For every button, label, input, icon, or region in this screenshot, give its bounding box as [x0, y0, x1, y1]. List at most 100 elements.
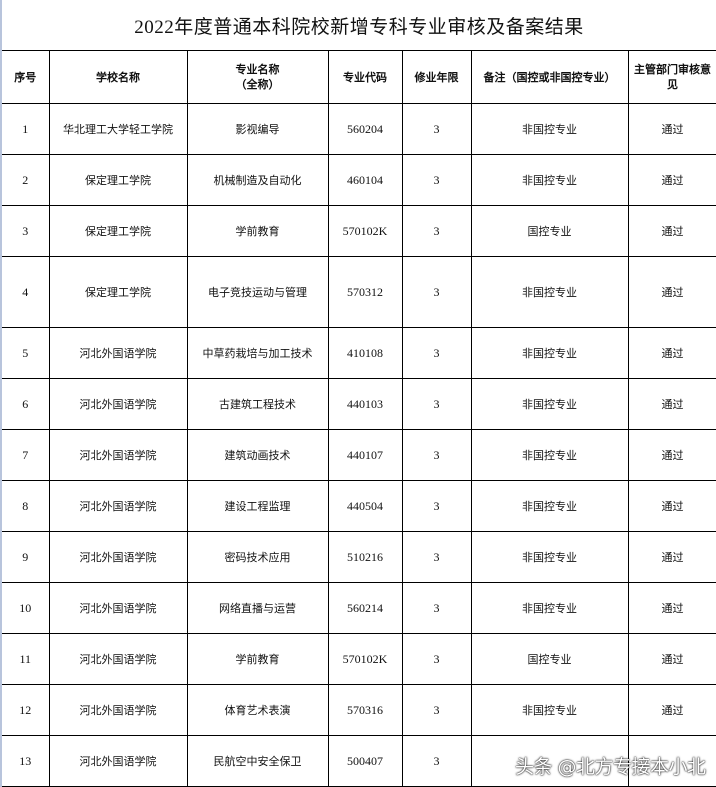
cell-years: 3: [401, 205, 472, 257]
cell-no: 1: [0, 103, 50, 155]
cell-no: 6: [0, 378, 50, 430]
cell-years: 3: [401, 378, 472, 430]
cell-opinion: 通过: [627, 378, 716, 430]
cell-years: 3: [401, 684, 472, 736]
table-row: 2 保定理工学院 机械制造及自动化 460104 3 非国控专业 通过: [0, 154, 716, 206]
cell-major: 古建筑工程技术: [186, 378, 329, 430]
cell-no: 7: [0, 429, 50, 481]
header-school: 学校名称: [48, 50, 188, 104]
cell-no: 8: [0, 480, 50, 532]
cell-major: 学前教育: [186, 205, 329, 257]
cell-no: 4: [0, 256, 50, 328]
cell-major: 中草药栽培与加工技术: [186, 327, 329, 379]
cell-remark: 非国控专业: [470, 531, 629, 583]
cell-years: 3: [401, 327, 472, 379]
table-row: 4 保定理工学院 电子竞技运动与管理 570312 3 非国控专业 通过: [0, 256, 716, 328]
cell-major: 密码技术应用: [186, 531, 329, 583]
table-row: 3 保定理工学院 学前教育 570102K 3 国控专业 通过: [0, 205, 716, 257]
cell-code: 440504: [327, 480, 403, 532]
cell-major: 机械制造及自动化: [186, 154, 329, 206]
cell-years: 3: [401, 480, 472, 532]
table-row: 6 河北外国语学院 古建筑工程技术 440103 3 非国控专业 通过: [0, 378, 716, 430]
page-title: 2022年度普通本科院校新增专科专业审核及备案结果: [0, 0, 716, 50]
watermark: 头条 @北方专接本小北: [515, 756, 706, 778]
cell-remark: 非国控专业: [470, 684, 629, 736]
cell-years: 3: [401, 531, 472, 583]
cell-code: 560204: [327, 103, 403, 155]
cell-school: 河北外国语学院: [48, 378, 188, 430]
cell-years: 3: [401, 633, 472, 685]
cell-school: 保定理工学院: [48, 154, 188, 206]
cell-school: 河北外国语学院: [48, 480, 188, 532]
cell-remark: 非国控专业: [470, 154, 629, 206]
cell-major: 影视编导: [186, 103, 329, 155]
header-row: 序号 学校名称 专业名称 （全称） 专业代码 修业年限 备注（国控或非国控专业）…: [0, 50, 716, 104]
cell-opinion: 通过: [627, 429, 716, 481]
table-row: 8 河北外国语学院 建设工程监理 440504 3 非国控专业 通过: [0, 480, 716, 532]
cell-school: 河北外国语学院: [48, 633, 188, 685]
cell-no: 3: [0, 205, 50, 257]
cell-school: 河北外国语学院: [48, 327, 188, 379]
header-years: 修业年限: [401, 50, 472, 104]
cell-code: 460104: [327, 154, 403, 206]
cell-remark: 非国控专业: [470, 103, 629, 155]
cell-code: 570102K: [327, 205, 403, 257]
cell-years: 3: [401, 429, 472, 481]
cell-code: 510216: [327, 531, 403, 583]
table-row: 1 华北理工大学轻工学院 影视编导 560204 3 非国控专业 通过: [0, 103, 716, 155]
cell-years: 3: [401, 154, 472, 206]
cell-remark: 非国控专业: [470, 256, 629, 328]
cell-years: 3: [401, 103, 472, 155]
cell-opinion: 通过: [627, 103, 716, 155]
header-code: 专业代码: [327, 50, 403, 104]
cell-opinion: 通过: [627, 582, 716, 634]
cell-no: 12: [0, 684, 50, 736]
cell-opinion: 通过: [627, 531, 716, 583]
cell-years: 3: [401, 256, 472, 328]
cell-opinion: 通过: [627, 633, 716, 685]
cell-code: 570102K: [327, 633, 403, 685]
cell-major: 学前教育: [186, 633, 329, 685]
table-row: 10 河北外国语学院 网络直播与运营 560214 3 非国控专业 通过: [0, 582, 716, 634]
header-no: 序号: [0, 50, 50, 104]
cell-remark: 国控专业: [470, 205, 629, 257]
cell-major: 网络直播与运营: [186, 582, 329, 634]
cell-remark: [470, 735, 629, 787]
cell-school: 河北外国语学院: [48, 582, 188, 634]
table-row: 7 河北外国语学院 建筑动画技术 440107 3 非国控专业 通过: [0, 429, 716, 481]
cell-major: 电子竞技运动与管理: [186, 256, 329, 328]
cell-opinion: [627, 735, 716, 787]
cell-no: 5: [0, 327, 50, 379]
cell-major: 建设工程监理: [186, 480, 329, 532]
cell-major: 建筑动画技术: [186, 429, 329, 481]
cell-code: 410108: [327, 327, 403, 379]
cell-no: 11: [0, 633, 50, 685]
table-row: 9 河北外国语学院 密码技术应用 510216 3 非国控专业 通过: [0, 531, 716, 583]
cell-major: 体育艺术表演: [186, 684, 329, 736]
table-row: 11 河北外国语学院 学前教育 570102K 3 国控专业 通过: [0, 633, 716, 685]
cell-remark: 国控专业: [470, 633, 629, 685]
table-row: 13 河北外国语学院 民航空中安全保卫 500407 3: [0, 735, 716, 787]
cell-code: 570316: [327, 684, 403, 736]
cell-code: 560214: [327, 582, 403, 634]
cell-opinion: 通过: [627, 205, 716, 257]
cell-major: 民航空中安全保卫: [186, 735, 329, 787]
header-opinion: 主管部门审核意见: [627, 50, 716, 104]
cell-school: 河北外国语学院: [48, 684, 188, 736]
cell-remark: 非国控专业: [470, 480, 629, 532]
header-remark: 备注（国控或非国控专业）: [470, 50, 629, 104]
cell-school: 河北外国语学院: [48, 531, 188, 583]
cell-code: 570312: [327, 256, 403, 328]
results-table: 序号 学校名称 专业名称 （全称） 专业代码 修业年限 备注（国控或非国控专业）…: [0, 50, 716, 787]
cell-years: 3: [401, 735, 472, 787]
cell-years: 3: [401, 582, 472, 634]
cell-no: 13: [0, 735, 50, 787]
cell-no: 10: [0, 582, 50, 634]
cell-opinion: 通过: [627, 480, 716, 532]
cell-no: 9: [0, 531, 50, 583]
cell-opinion: 通过: [627, 154, 716, 206]
cell-opinion: 通过: [627, 256, 716, 328]
table-row: 12 河北外国语学院 体育艺术表演 570316 3 非国控专业 通过: [0, 684, 716, 736]
cell-school: 保定理工学院: [48, 205, 188, 257]
cell-opinion: 通过: [627, 327, 716, 379]
